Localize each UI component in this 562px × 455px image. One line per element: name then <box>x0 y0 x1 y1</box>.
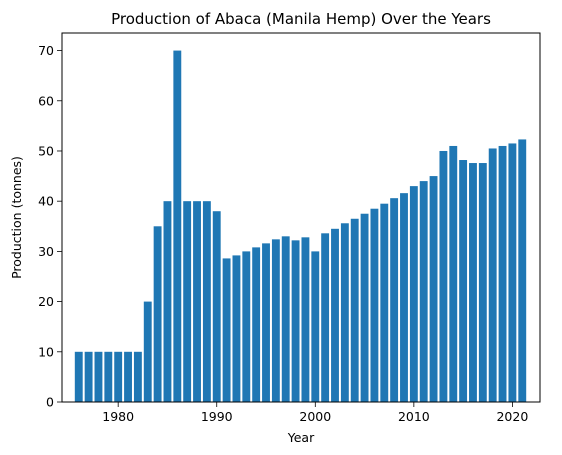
y-axis-label: Production (tonnes) <box>9 156 24 279</box>
y-tick-label: 40 <box>38 194 54 209</box>
x-tick-label: 1980 <box>102 409 134 424</box>
bar-2005 <box>360 213 369 402</box>
bar-1980 <box>114 351 123 402</box>
bar-2015 <box>459 160 468 402</box>
plot-frame <box>61 32 541 403</box>
x-tick-label: 2010 <box>398 409 430 424</box>
y-tick-label: 50 <box>38 143 54 158</box>
bar-1989 <box>202 201 211 402</box>
bar-2008 <box>390 198 399 402</box>
x-tick-label: 2000 <box>299 409 331 424</box>
bar-1990 <box>212 211 221 402</box>
bar-1981 <box>124 351 132 402</box>
bar-2000 <box>311 251 320 402</box>
bar-2017 <box>478 163 487 402</box>
y-tick-label: 70 <box>38 43 54 58</box>
bar-1996 <box>271 239 280 402</box>
y-tick-label: 0 <box>46 395 54 410</box>
bar-1985 <box>163 201 172 402</box>
bar-1995 <box>262 243 270 402</box>
y-tick-label: 20 <box>38 294 54 309</box>
x-tick-label: 2020 <box>496 409 528 424</box>
y-tick-label: 30 <box>38 244 54 259</box>
x-axis-label: Year <box>287 430 315 445</box>
bar-2006 <box>370 208 379 402</box>
bar-1977 <box>84 351 93 402</box>
bar-1978 <box>94 351 103 402</box>
bar-1987 <box>183 201 192 402</box>
bar-2004 <box>350 218 359 402</box>
bar-2010 <box>409 186 418 402</box>
bars-group <box>74 50 527 402</box>
bar-2019 <box>498 145 507 402</box>
bar-2011 <box>419 181 428 402</box>
bar-1991 <box>222 258 231 402</box>
bar-1984 <box>153 226 162 402</box>
bar-1998 <box>291 240 300 402</box>
x-axis-ticks: 1980 1990 2000 2010 2020 <box>102 402 528 424</box>
y-tick-label: 60 <box>38 93 54 108</box>
y-tick-label: 10 <box>38 344 54 359</box>
bar-2007 <box>380 203 389 402</box>
bar-1986 <box>173 50 182 402</box>
bar-2012 <box>429 176 438 402</box>
bar-2003 <box>340 223 349 402</box>
bar-1994 <box>252 247 261 402</box>
bar-2016 <box>469 163 477 402</box>
bar-1993 <box>242 251 251 402</box>
bar-2001 <box>321 233 330 402</box>
bar-1982 <box>133 351 142 402</box>
bar-1988 <box>193 201 201 402</box>
bar-1983 <box>143 301 152 402</box>
bar-1979 <box>104 351 113 402</box>
bar-2014 <box>449 145 458 402</box>
bar-1997 <box>281 236 290 402</box>
y-axis-ticks: 0 10 20 30 40 50 60 70 <box>38 43 62 410</box>
bar-1999 <box>301 237 310 402</box>
bar-2013 <box>439 150 448 402</box>
bar-2021 <box>518 139 527 402</box>
bar-1976 <box>74 351 83 402</box>
x-tick-label: 1990 <box>201 409 233 424</box>
bar-2009 <box>400 193 408 402</box>
bar-2020 <box>508 143 517 402</box>
bar-2018 <box>488 148 497 402</box>
chart-title: Production of Abaca (Manila Hemp) Over t… <box>111 10 491 28</box>
bar-1992 <box>232 255 241 402</box>
bar-2002 <box>331 228 339 402</box>
